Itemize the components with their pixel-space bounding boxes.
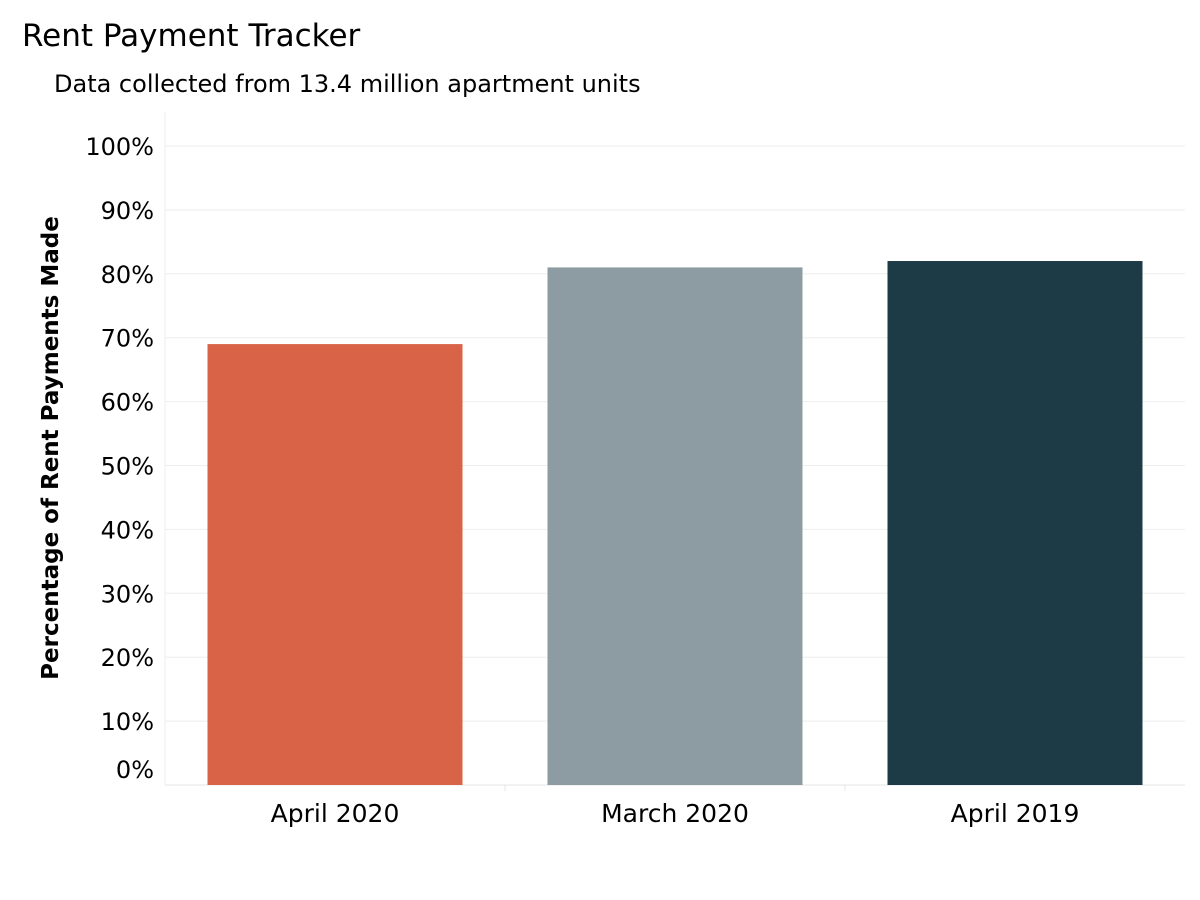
y-tick-label: 90%	[101, 197, 154, 225]
x-tick-label: April 2020	[271, 799, 400, 828]
chart-subtitle: Data collected from 13.4 million apartme…	[54, 70, 641, 98]
y-tick-label: 50%	[101, 453, 154, 481]
x-tick-label: April 2019	[951, 799, 1080, 828]
y-axis-ticks: 0% 10% 20% 30% 40% 50% 60% 70% 80% 90% 100%	[85, 133, 154, 784]
y-tick-label: 80%	[101, 261, 154, 289]
x-tick-label: March 2020	[601, 799, 749, 828]
x-axis-ticks: April 2020 March 2020 April 2019	[271, 799, 1080, 828]
chart-title: Rent Payment Tracker	[22, 18, 361, 54]
bars	[207, 261, 1143, 785]
y-tick-label: 70%	[101, 325, 154, 353]
y-tick-label: 60%	[101, 389, 154, 417]
y-tick-label: 0%	[116, 756, 154, 784]
y-tick-label: 30%	[101, 580, 154, 608]
y-tick-label: 40%	[101, 516, 154, 544]
bar	[887, 261, 1143, 785]
bar	[547, 267, 803, 785]
y-tick-label: 20%	[101, 644, 154, 672]
y-axis-title: Percentage of Rent Payments Made	[38, 216, 64, 680]
y-tick-label: 10%	[101, 708, 154, 736]
y-tick-label: 100%	[85, 133, 154, 161]
bar	[207, 344, 463, 785]
